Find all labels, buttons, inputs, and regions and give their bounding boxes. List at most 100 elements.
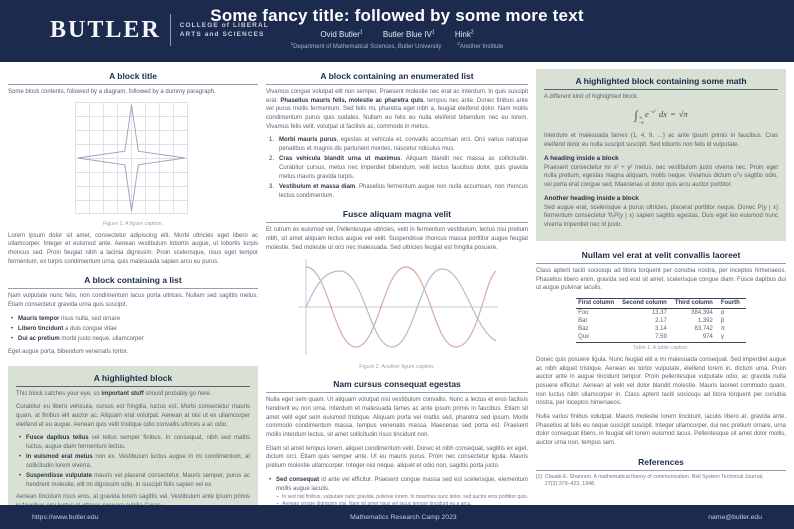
table-cell: 83,742 [694, 325, 713, 332]
sub-list-item: Aenean ornare dignissim nisi. Nam sit am… [276, 501, 528, 505]
paragraph: Nulla varius finibus volutpat. Mauris mo… [536, 414, 786, 447]
author: Ovid Butler1 [320, 29, 363, 39]
table-row: Foo 13.37 384,394 α [576, 308, 746, 317]
table-row: Qux 7.59 974 γ [576, 332, 746, 343]
sub-heading: A heading inside a block [544, 154, 619, 162]
figure-caption: Figure 1. A figure caption. [102, 220, 164, 227]
table-header-row: First column Second column Third column … [576, 297, 746, 309]
block-heading: A highlighted block containing some math [544, 76, 778, 90]
reference-entry: [1] Claude E. Shannon. A mathematical th… [536, 473, 764, 488]
bullet-list: Sed consequat id ante vel efficitur. Pra… [266, 476, 528, 505]
star-shape [77, 104, 186, 211]
block-heading: A block title [8, 71, 258, 85]
table-caption: Table 1. A table caption. [633, 344, 689, 351]
university-logo: BUTLER COLLEGE of LIBERAL ARTS and SCIEN… [50, 14, 269, 46]
sub-list-item: In sed nisl finibus, vulputate nunc grav… [276, 494, 528, 501]
list-item: Morbi mauris purus, egestas at vehicula … [269, 136, 528, 153]
block-heading: A block containing an enumerated list [266, 71, 528, 85]
table-cell: Qux [576, 332, 621, 343]
paragraph: Interdum et malesuada fames {1, 4, 9, …}… [544, 133, 778, 148]
affiliation: 1Department of Mathematical Sciences, Bu… [290, 40, 442, 50]
paragraph: Donec quis posuere ligula. Nunc feugiat … [536, 356, 786, 407]
block-references: References [1] Claude E. Shannon. A math… [536, 457, 786, 489]
wave-1 [305, 266, 497, 348]
table-cell: 13.37 [651, 309, 667, 316]
column-header: Fourth [718, 297, 746, 309]
sine-plot [298, 259, 498, 356]
list-item: Fusce dapibus tellus vel tellus semper f… [19, 434, 250, 451]
list-item: Cras vehicula blandit urna ut maximus. A… [269, 155, 528, 180]
block-a-block-title: A block title Some block contents, follo… [8, 71, 258, 266]
affiliation: 2Another Institute [457, 40, 504, 50]
paragraph: Aenean tincidunt risus eros, at gravida … [16, 494, 250, 505]
paragraph: Some block contents, followed by a diagr… [8, 89, 216, 95]
footer-email-link[interactable]: name@butler.edu [708, 513, 762, 521]
paragraph: Eget augue porta, bibendum venenatis tor… [8, 348, 129, 355]
paragraph: Et rutrum ex euismod vel. Pellentesque u… [266, 227, 528, 251]
paragraph: Vivamus congue volutpat elit non semper.… [266, 89, 528, 130]
paragraph: Praesent consectetur mi x² + y² metus, n… [544, 164, 778, 189]
list-item: Mauris tempor risus nulla, sed ornare [11, 315, 258, 324]
table-cell: Baz [578, 325, 589, 332]
highlighted-block: A highlighted block This block catches y… [8, 365, 258, 505]
bullet-list: Fusce dapibus tellus vel tellus semper f… [16, 434, 250, 489]
column-2: A block containing an enumerated list Vi… [266, 69, 528, 505]
poster-footer: https://www.butler.edu Mathematics Resea… [0, 505, 794, 529]
affiliation-list: 1Department of Mathematical Sciences, Bu… [0, 41, 794, 50]
table-cell: β [720, 317, 725, 324]
figure-caption: Figure 2. Another figure caption. [359, 364, 435, 371]
paragraph: Nam vulputate nunc felis, non condimentu… [8, 293, 258, 309]
block-enumerated-list: A block containing an enumerated list Vi… [266, 71, 528, 200]
block-fusce-aliquam: Fusce aliquam magna velit Et rutrum ex e… [266, 209, 528, 370]
column-3: A highlighted block containing some math… [536, 69, 786, 505]
table-cell: 2.17 [655, 317, 667, 324]
table-cell: Foo [578, 309, 589, 316]
poster-title: Some fancy title: followed by some more … [210, 6, 584, 25]
sub-bullet-list: In sed nisl finibus, vulputate nunc grav… [276, 494, 528, 505]
column-header: First column [576, 297, 621, 309]
author-list: Ovid Butler1 Butler Blue IV1 Hink2 [0, 29, 794, 39]
star-plot [75, 101, 189, 214]
butler-wordmark: BUTLER [50, 16, 161, 43]
table-cell: 7.59 [620, 332, 673, 343]
paragraph: This block catches your eye, so importan… [16, 390, 212, 397]
table-cell: 384,394 [691, 309, 713, 316]
figure-star-diagram: Figure 1. A figure caption. [8, 101, 258, 227]
table-cell: 974 [672, 332, 719, 343]
paragraph: Etiam sit amet tempus lorem, aliquet con… [266, 445, 528, 470]
numbered-list: Morbi mauris purus, egestas at vehicula … [266, 136, 528, 200]
table-cell: π [720, 325, 725, 332]
block-containing-a-list: A block containing a list Nam vulputate … [8, 275, 258, 356]
college-name: COLLEGE of LIBERAL ARTS and SCIENCES [179, 21, 269, 38]
author: Butler Blue IV1 [382, 29, 435, 39]
list-item: Suspendisse vulputate mauris vel placera… [19, 472, 250, 489]
table-row: Bar 2.17 1,392 β [576, 317, 746, 325]
block-heading: A highlighted block [16, 373, 250, 387]
block-heading: Fusce aliquam magna velit [266, 209, 528, 224]
display-equation: ∫ ∞ −∞ e−x² dx = √π [634, 107, 688, 125]
list-item: In euismod erat metus non ex. Vestibulum… [19, 453, 250, 470]
block-nam-cursus: Nam cursus consequat egestas Nulla eget … [266, 379, 528, 505]
paragraph: A different kind of highlighted block. [544, 94, 639, 100]
block-heading: Nam cursus consequat egestas [266, 379, 528, 394]
footer-website-link[interactable]: https://www.butler.edu [32, 513, 99, 521]
paragraph: Lorem ipsum dolor sit amet, consectetur … [8, 232, 258, 265]
table-cell: 1,392 [697, 317, 713, 324]
paragraph: Curabitur eu libero vehicula, cursus est… [16, 404, 250, 428]
block-heading: Nullam vel erat at velit convallis laore… [536, 250, 786, 264]
table-cell: Bar [578, 317, 588, 324]
author: Hink2 [454, 29, 474, 39]
table-cell: α [720, 309, 725, 316]
paragraph: Nulla eget sem quam. Ut aliquam volutpat… [266, 397, 528, 439]
table-row: Baz 3.14 83,742 π [576, 325, 746, 333]
column-header: Third column [672, 297, 719, 309]
figure-sine-waves: Figure 2. Another figure caption. [266, 257, 528, 370]
table-cell: 3.14 [655, 325, 667, 332]
paragraph: Class aptent taciti sociosqu ad litora t… [536, 267, 786, 292]
block-heading: A block containing a list [8, 275, 258, 290]
poster-header: BUTLER COLLEGE of LIBERAL ARTS and SCIEN… [0, 0, 794, 62]
column-1: A block title Some block contents, follo… [8, 69, 258, 505]
footer-event-name: Mathematics Research Camp 2023 [350, 513, 457, 521]
wave-2 [305, 268, 497, 348]
highlighted-math-block: A highlighted block containing some math… [536, 69, 786, 241]
